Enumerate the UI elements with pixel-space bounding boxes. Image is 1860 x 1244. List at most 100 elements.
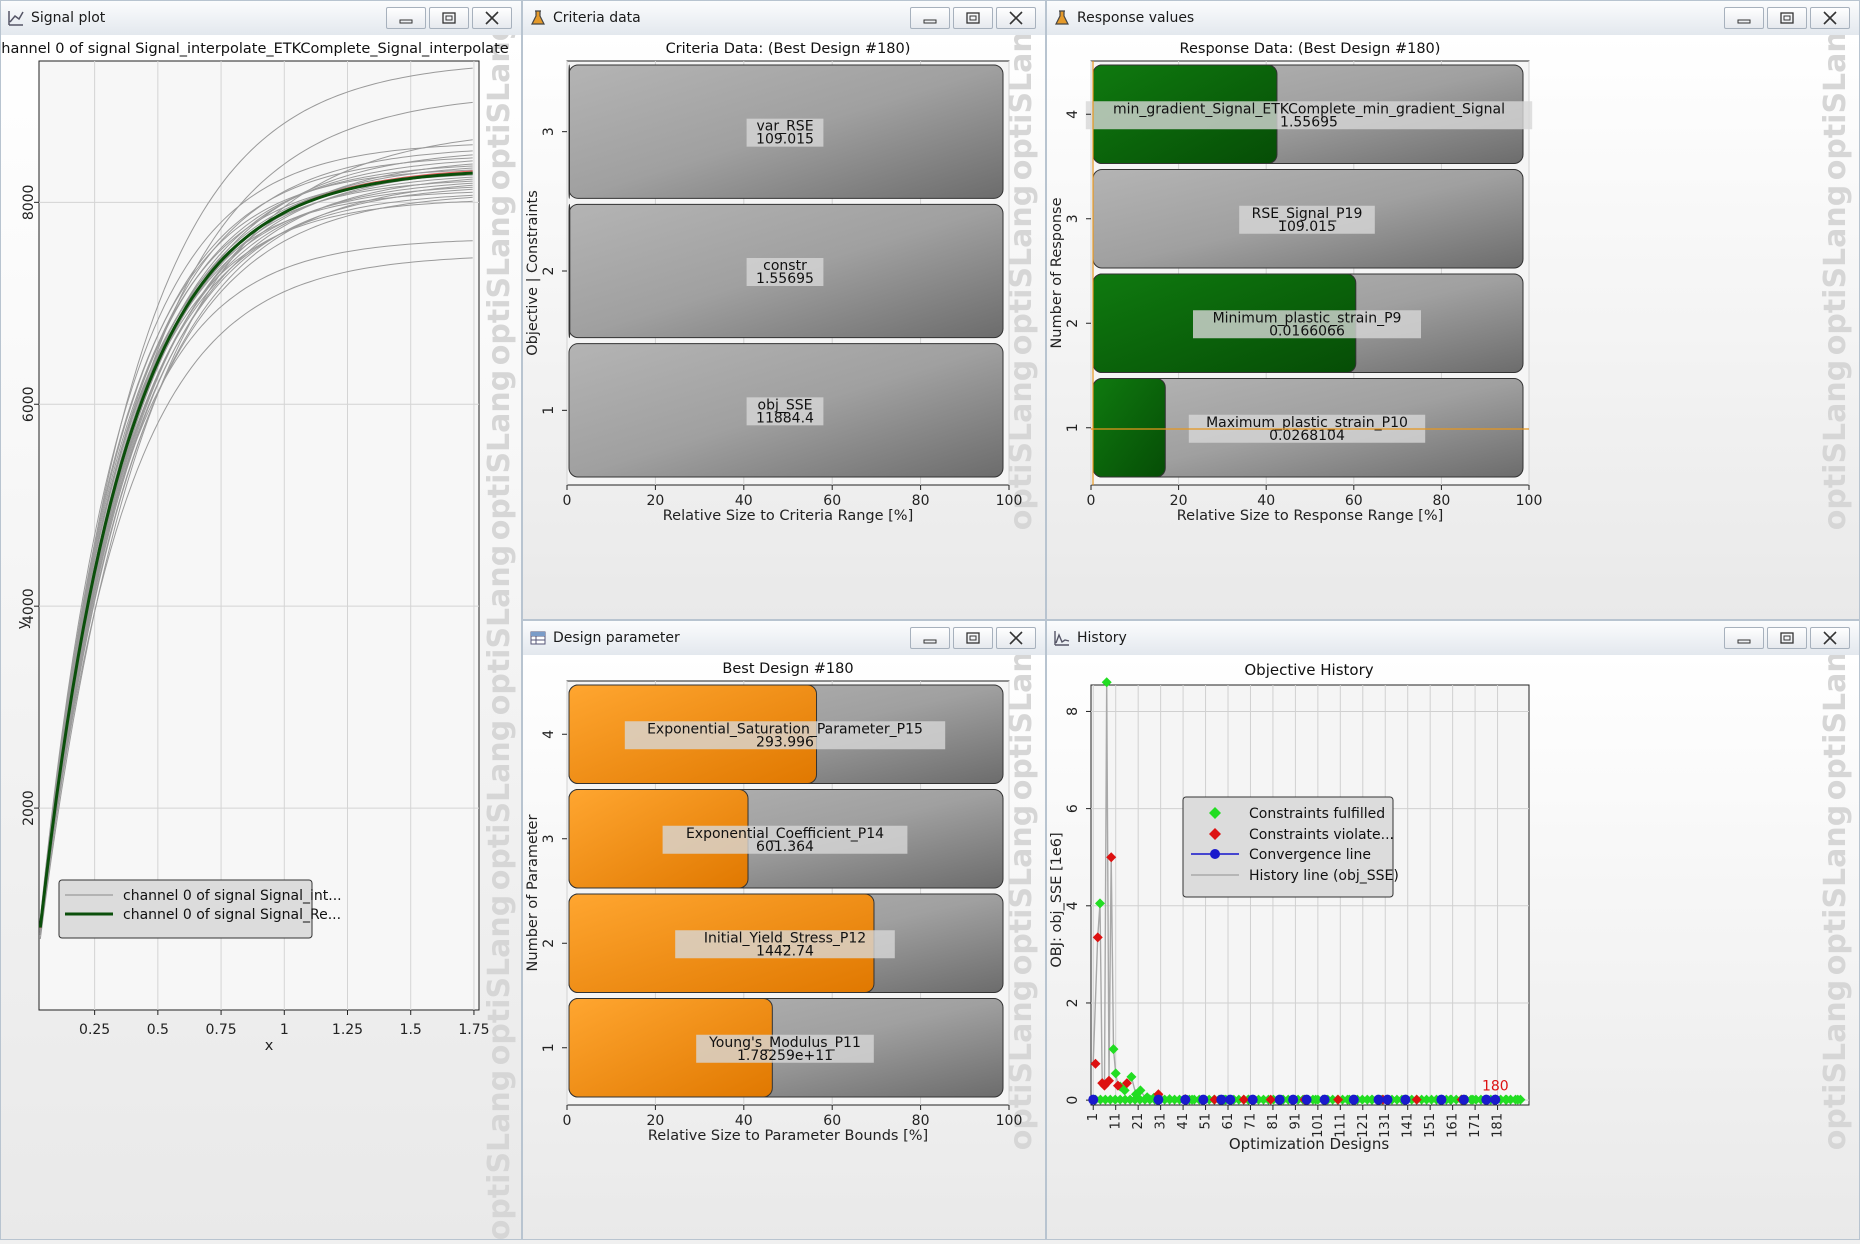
close-button[interactable]	[996, 627, 1036, 649]
watermark-text: optiSLang	[1004, 980, 1039, 1151]
signal-line	[39, 182, 473, 930]
y-tick-label: 6000	[21, 386, 37, 422]
y-tick-label: 2000	[21, 790, 37, 826]
minimize-icon	[1737, 19, 1751, 24]
design-plot-area[interactable]: optiSLang optiSLang optiSLang Best Design #…	[523, 630, 1045, 1239]
close-button[interactable]	[996, 7, 1036, 29]
signal-plot-area[interactable]: optiSLang optiSLang optiSLang optiSLang opti…	[0, 20, 521, 1240]
bar-label-box	[696, 1034, 874, 1063]
close-button[interactable]	[1810, 7, 1850, 29]
x-tick-label: 100	[996, 1113, 1023, 1129]
x-tick-label: 100	[996, 493, 1023, 509]
watermark-text: optiSLang	[482, 1070, 517, 1240]
close-button[interactable]	[1810, 627, 1850, 649]
fulfilled-point	[1108, 1044, 1119, 1055]
watermark-text: optiSLang	[1818, 185, 1853, 356]
convergence-point	[1288, 1094, 1299, 1105]
watermark-text: optiSLang	[1818, 35, 1853, 180]
convergence-point	[1319, 1094, 1330, 1105]
fulfilled-point	[1366, 1094, 1377, 1105]
x-tick-label: 181	[1491, 1113, 1506, 1138]
signal-line	[39, 196, 473, 934]
x-axis-label: Optimization Designs	[1229, 1135, 1390, 1153]
y-tick-label: 1	[541, 1043, 557, 1052]
y-tick-label: 4000	[21, 588, 37, 624]
legend-entry: Convergence line	[1249, 847, 1371, 863]
bar-label-value: 0.0166066	[1269, 323, 1345, 339]
fulfilled-point	[1094, 898, 1105, 909]
y-tick-label: 2	[541, 939, 557, 948]
y-tick-label: 3	[1065, 214, 1081, 223]
convergence-point	[1458, 1094, 1469, 1105]
history-chart: optiSLang optiSLang optiSLang Objective His…	[1049, 630, 1853, 1153]
convergence-point	[1373, 1094, 1384, 1105]
x-axis-label: Relative Size to Criteria Range [%]	[663, 508, 914, 524]
convergence-point	[1301, 1094, 1312, 1105]
history-titlebar[interactable]: History	[1047, 621, 1859, 656]
y-axis-label: Number of Parameter	[525, 815, 541, 972]
fulfilled-point	[1126, 1071, 1137, 1082]
history-plot-area[interactable]: optiSLang optiSLang optiSLang Objective His…	[1047, 630, 1859, 1239]
x-tick-label: 51	[1199, 1113, 1214, 1130]
flask-icon	[531, 10, 545, 25]
x-tick-label: 40	[735, 1113, 753, 1129]
close-button[interactable]	[472, 7, 512, 29]
violated-point	[1106, 852, 1117, 863]
legend-box	[1182, 796, 1394, 898]
bar-label-value: 0.0268104	[1269, 428, 1345, 444]
bar-label-value: 1.55695	[756, 271, 814, 287]
maximize-button[interactable]	[953, 7, 993, 29]
violated-point	[1090, 1058, 1101, 1069]
maximize-button[interactable]	[1767, 627, 1807, 649]
x-tick-label: 80	[912, 1113, 930, 1129]
response-plot-area[interactable]: optiSLang optiSLang optiSLang Response Data…	[1047, 10, 1859, 619]
criteria-titlebar[interactable]: Criteria data	[523, 1, 1045, 36]
design-titlebar[interactable]: Design parameter	[523, 621, 1045, 656]
x-tick-label: 0	[563, 493, 572, 509]
signal-plot-titlebar[interactable]: Signal plot	[1, 1, 521, 36]
history-window: History optiSLang optiSLang optiSLang Objec…	[1046, 620, 1860, 1240]
fulfilled-point	[1135, 1085, 1146, 1096]
minimize-button[interactable]	[1724, 7, 1764, 29]
maximize-button[interactable]	[953, 627, 993, 649]
watermark-text: optiSLang	[1004, 35, 1039, 180]
fulfilled-point	[1119, 1085, 1130, 1096]
legend-entry: channel 0 of signal Signal_int...	[123, 888, 342, 904]
y-tick-label: 1	[541, 406, 557, 415]
violated-point	[1333, 1094, 1344, 1105]
y-tick-label: 2	[1065, 999, 1081, 1008]
maximize-button[interactable]	[1767, 7, 1807, 29]
response-titlebar[interactable]: Response values	[1047, 1, 1859, 36]
convergence-point	[1481, 1094, 1492, 1105]
criteria-plot-area[interactable]: optiSLang optiSLang optiSLang Criteria Data…	[523, 10, 1045, 619]
x-tick-label: 1	[280, 1022, 289, 1038]
convergence-point	[1180, 1094, 1191, 1105]
minimize-button[interactable]	[386, 7, 426, 29]
response-values-window: Response values optiSLang optiSLang optiSL…	[1046, 0, 1860, 620]
close-icon	[1823, 11, 1837, 25]
y-tick-label: 8000	[21, 185, 37, 221]
bar-label-name: RSE_Signal_P19	[1252, 206, 1363, 222]
minimize-button[interactable]	[1724, 627, 1764, 649]
x-tick-label: 151	[1423, 1113, 1438, 1138]
gridlines	[39, 61, 479, 1010]
bar-label-name: Minimum_plastic_strain_P9	[1213, 310, 1402, 326]
maximize-button[interactable]	[429, 7, 469, 29]
minimize-button[interactable]	[910, 7, 950, 29]
chart-title: Best Design #180	[722, 661, 853, 677]
convergence-point	[1490, 1094, 1501, 1105]
convergence-point	[1153, 1094, 1164, 1105]
x-tick-label: 40	[1257, 493, 1275, 509]
signal-line	[39, 184, 473, 935]
x-tick-label: 131	[1378, 1113, 1393, 1138]
violated-point	[1112, 1080, 1123, 1091]
fulfilled-point	[1512, 1094, 1523, 1105]
history-chart-icon	[1054, 631, 1070, 646]
y-axis-label: Number of Response	[1049, 197, 1065, 348]
minimize-button[interactable]	[910, 627, 950, 649]
signal-line	[39, 157, 473, 922]
watermark-text: optiSLang	[1818, 360, 1853, 531]
